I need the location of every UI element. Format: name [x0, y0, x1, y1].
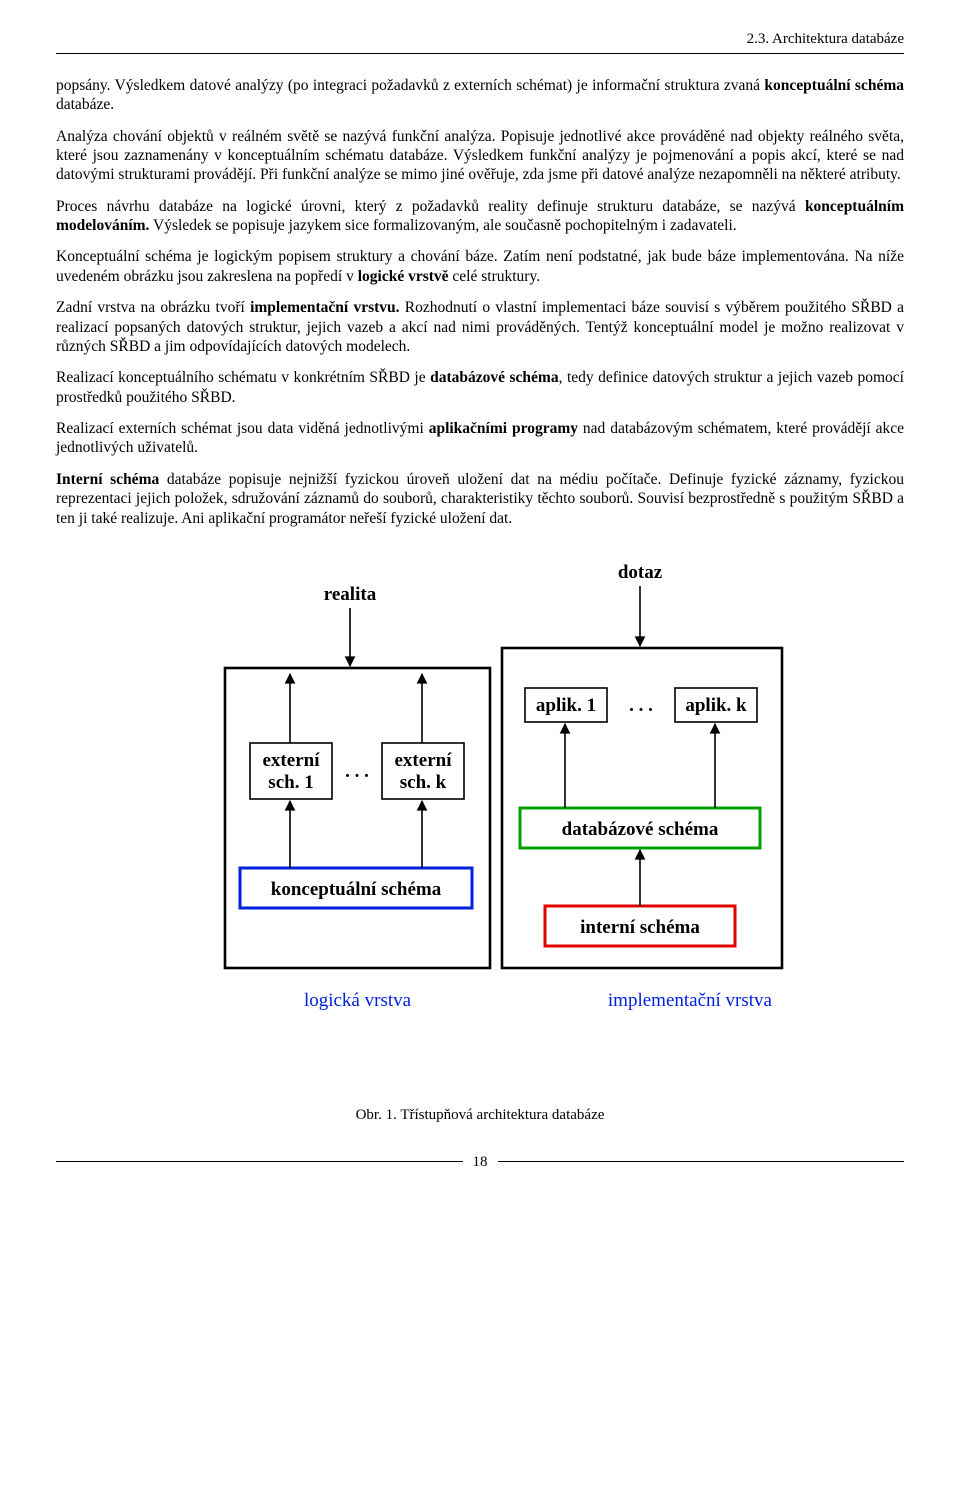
- p7b: aplikačními programy: [429, 420, 578, 437]
- paragraph-2: Analýza chování objektů v reálném světě …: [56, 127, 904, 185]
- svg-text:logická vrstva: logická vrstva: [304, 990, 412, 1011]
- paragraph-7: Realizací externích schémat jsou data vi…: [56, 419, 904, 458]
- p1c: databáze.: [56, 96, 114, 113]
- figure-caption: Obr. 1. Třístupňová architektura databáz…: [56, 1106, 904, 1125]
- paragraph-3: Proces návrhu databáze na logické úrovni…: [56, 197, 904, 236]
- section-header: 2.3. Architektura databáze: [56, 30, 904, 49]
- p8b: databáze popisuje nejnižší fyzickou úrov…: [56, 471, 904, 527]
- p1a: popsány. Výsledkem datové analýzy (po in…: [56, 77, 764, 94]
- p1b: konceptuální schéma: [764, 77, 904, 94]
- paragraph-8: Interní schéma databáze popisuje nejnižš…: [56, 470, 904, 528]
- paragraph-1: popsány. Výsledkem datové analýzy (po in…: [56, 76, 904, 115]
- p6b: databázové schéma: [430, 369, 558, 386]
- paragraph-4: Konceptuální schéma je logickým popisem …: [56, 247, 904, 286]
- p5a: Zadní vrstva na obrázku tvoří: [56, 299, 250, 316]
- svg-text:sch. k: sch. k: [400, 772, 447, 793]
- p3c: Výsledek se popisuje jazykem sice formal…: [149, 217, 736, 234]
- svg-text:aplik. k: aplik. k: [685, 695, 747, 716]
- svg-text:aplik. 1: aplik. 1: [536, 695, 596, 716]
- page-number: 18: [463, 1153, 498, 1172]
- p3a: Proces návrhu databáze na logické úrovni…: [56, 198, 805, 215]
- architecture-diagram: realita dotaz aplik. 1 aplik. k . . . databáz…: [56, 548, 904, 1078]
- svg-text:. . .: . . .: [345, 761, 369, 782]
- svg-text:konceptuální schéma: konceptuální schéma: [271, 879, 442, 900]
- p8a: Interní schéma: [56, 471, 159, 488]
- svg-text:externí: externí: [263, 750, 321, 771]
- svg-text:. . .: . . .: [629, 695, 653, 716]
- svg-text:dotaz: dotaz: [618, 562, 663, 583]
- p4c: celé struktury.: [449, 268, 541, 285]
- diagram-svg: realita dotaz aplik. 1 aplik. k . . . databáz…: [150, 548, 810, 1078]
- paragraph-6: Realizací konceptuálního schématu v konk…: [56, 368, 904, 407]
- page-footer: 18: [56, 1161, 904, 1184]
- p5b: implementační vrstvu.: [250, 299, 399, 316]
- header-rule: [56, 53, 904, 54]
- p4b: logické vrstvě: [358, 268, 449, 285]
- svg-text:sch. 1: sch. 1: [268, 772, 313, 793]
- svg-text:realita: realita: [324, 584, 377, 605]
- svg-text:implementační vrstva: implementační vrstva: [608, 990, 773, 1011]
- paragraph-5: Zadní vrstva na obrázku tvoří implementa…: [56, 298, 904, 356]
- svg-text:externí: externí: [395, 750, 453, 771]
- svg-text:interní schéma: interní schéma: [580, 917, 700, 938]
- svg-text:databázové schéma: databázové schéma: [562, 819, 719, 840]
- p6a: Realizací konceptuálního schématu v konk…: [56, 369, 430, 386]
- p7a: Realizací externích schémat jsou data vi…: [56, 420, 429, 437]
